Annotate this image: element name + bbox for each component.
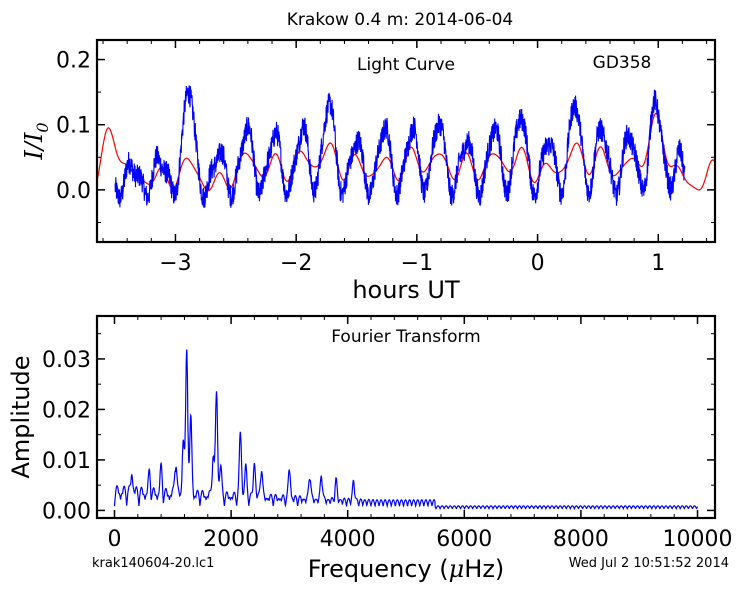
ft-annotation: Fourier Transform: [331, 327, 480, 347]
lc-y-tick-label: 0.0: [56, 179, 91, 204]
ft-x-axis-label-unit: Hz): [464, 555, 504, 583]
ft-y-axis-label: Amplitude: [7, 356, 35, 479]
ft-ticks: 0 2000 4000 6000 8000 10000 0.00 0.01 0.02 0.03: [42, 316, 733, 552]
lc-y-axis-label-sub: 0: [33, 122, 52, 132]
lc-y-axis-label-main: I/I: [20, 132, 48, 161]
ft-y-tick-label: 0.02: [42, 398, 91, 423]
lc-x-tick-label: −2: [280, 251, 312, 276]
lc-x-tick-label: 0: [531, 251, 545, 276]
lc-y-tick-label: 0.1: [56, 114, 91, 139]
lc-x-tick-label: 1: [651, 251, 665, 276]
ft-series-group: [113, 349, 699, 511]
footer-filename: krak140604-20.lc1: [92, 556, 214, 571]
ft-x-tick-label: 0: [107, 527, 121, 552]
figure-title: Krakow 0.4 m: 2014-06-04: [287, 10, 513, 30]
ft-amplitude-line: [113, 349, 699, 511]
ft-x-tick-label: 6000: [436, 527, 492, 552]
ft-y-tick-label: 0.03: [42, 348, 91, 373]
ft-y-tick-label: 0.01: [42, 449, 91, 474]
lc-y-axis-label: I/I0: [20, 122, 52, 160]
ft-x-axis-label-mu: μ: [449, 555, 465, 583]
lc-star-label: GD358: [593, 53, 652, 73]
ft-y-tick-label: 0.00: [42, 499, 91, 524]
lc-observed-line: [114, 85, 686, 208]
lc-axes-frame: [95, 38, 717, 244]
ft-x-axis-label: Frequency (μHz): [308, 555, 505, 583]
footer-timestamp: Wed Jul 2 10:51:52 2014: [569, 556, 729, 571]
lc-x-axis-label: hours UT: [352, 276, 460, 304]
lc-ticks: −3 −2 −1 0 1 0.0 0.1 0.2: [56, 40, 715, 276]
lc-x-tick-label: −3: [159, 251, 191, 276]
ft-x-tick-label: 4000: [320, 527, 376, 552]
ft-x-tick-label: 10000: [663, 527, 733, 552]
lc-annotation: Light Curve: [357, 55, 455, 75]
ft-x-axis-label-prefix: Frequency (: [308, 555, 449, 583]
ft-x-tick-label: 2000: [203, 527, 259, 552]
lc-blue-series-group: [114, 85, 686, 208]
lc-y-tick-label: 0.2: [56, 49, 91, 74]
lc-x-tick-label: −1: [401, 251, 433, 276]
light-curve-panel: −3 −2 −1 0 1 0.0 0.1 0.2 Light Curve GD358 hour…: [20, 38, 717, 304]
ft-axes-frame: [95, 314, 717, 520]
ft-x-tick-label: 8000: [553, 527, 609, 552]
fourier-panel: 0 2000 4000 6000 8000 10000 0.00 0.01 0.02 0.03 F…: [7, 314, 733, 583]
